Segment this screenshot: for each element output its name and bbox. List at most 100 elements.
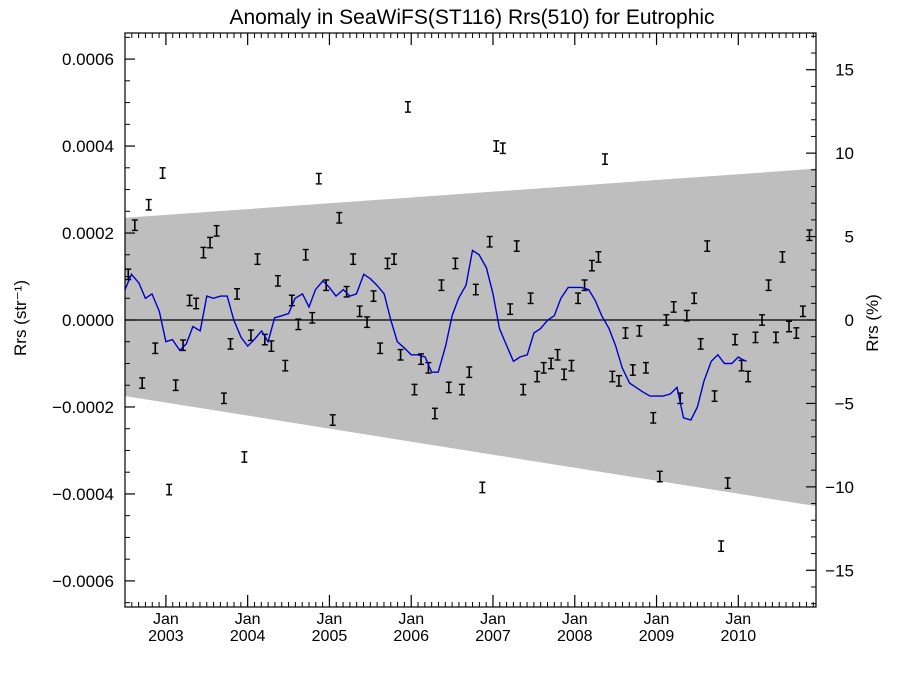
data-point [309, 311, 316, 324]
y-tick-label-right: −10 [825, 478, 854, 497]
y-tick-label-right: 15 [835, 61, 854, 80]
x-tick-label-year: 2005 [312, 628, 348, 645]
data-point [724, 477, 731, 489]
data-point [254, 253, 261, 266]
x-tick-label-month: Jan [235, 611, 261, 628]
y-tick-label-right: 0 [845, 311, 854, 330]
data-point [772, 331, 779, 344]
data-point [548, 357, 555, 370]
data-point [466, 366, 473, 379]
data-point [139, 377, 146, 389]
data-point [377, 342, 384, 355]
data-point [493, 140, 500, 152]
x-tick-label-year: 2007 [475, 628, 511, 645]
data-point [186, 294, 193, 307]
y-tick-label-left: 0.0002 [62, 224, 114, 243]
data-point [486, 235, 493, 248]
y-tick-label-right: −15 [825, 561, 854, 580]
y-axis-left-label: Rrs (str⁻¹) [11, 280, 30, 356]
data-point [404, 101, 411, 113]
data-point [336, 211, 343, 224]
x-tick-label-year: 2006 [393, 628, 429, 645]
y-tick-label-right: 5 [845, 228, 854, 247]
chart-title: Anomaly in SeaWiFS(ST116) Rrs(510) for E… [229, 6, 714, 29]
data-point [575, 292, 582, 305]
x-tick-label-month: Jan [725, 611, 751, 628]
data-point [752, 331, 759, 344]
data-point [193, 297, 200, 310]
data-point [343, 285, 350, 298]
data-point [152, 342, 159, 355]
data-point [391, 253, 398, 266]
data-point [691, 292, 698, 305]
data-point [125, 268, 132, 281]
data-point [411, 383, 418, 396]
data-point [431, 407, 438, 420]
data-point [166, 483, 173, 496]
data-point [220, 392, 227, 405]
data-point [200, 246, 207, 259]
data-point [615, 374, 622, 387]
data-point [554, 348, 561, 361]
data-point [642, 361, 649, 374]
data-point [704, 240, 711, 252]
x-tick-label-year: 2003 [148, 628, 184, 645]
data-point [656, 470, 663, 483]
data-point [274, 274, 281, 287]
data-point [622, 327, 629, 339]
data-point [799, 305, 806, 318]
x-tick-label-month: Jan [562, 611, 588, 628]
plot-area: 0.0006 0.0004 0.0002 0.0000 −0.0002 −0.0004 −0… [52, 32, 854, 645]
data-point [636, 324, 643, 337]
data-point [683, 309, 690, 322]
data-point [438, 279, 445, 292]
data-point [534, 370, 541, 383]
x-tick-label-year: 2010 [721, 628, 757, 645]
data-point [609, 370, 616, 383]
data-point [806, 229, 813, 242]
data-point [629, 364, 636, 376]
data-point [650, 411, 657, 424]
y-tick-label-right: −5 [835, 394, 854, 413]
data-point [452, 257, 459, 270]
x-tick-label-month: Jan [398, 611, 424, 628]
x-tick-label-year: 2004 [230, 628, 266, 645]
data-point [131, 219, 138, 232]
data-point [397, 348, 404, 361]
data-point [268, 340, 275, 353]
x-tick-label-year: 2009 [639, 628, 675, 645]
data-point [670, 301, 677, 313]
running-mean-line [124, 249, 747, 421]
data-point [241, 451, 248, 463]
data-point [329, 414, 336, 426]
y-tick-label-left: 0.0004 [62, 137, 114, 156]
data-point [793, 327, 800, 339]
data-point [507, 303, 514, 316]
data-point [561, 368, 568, 381]
data-point [520, 383, 527, 396]
data-point [302, 248, 309, 261]
x-tick-label-year: 2008 [557, 628, 593, 645]
data-point [499, 142, 506, 155]
y-tick-label-left: −0.0006 [52, 572, 114, 591]
data-point [356, 305, 363, 318]
y-tick-label-right: 10 [835, 144, 854, 163]
y-axis-right-label: Rrs (%) [863, 294, 882, 352]
data-point [350, 253, 357, 266]
data-point [595, 251, 602, 263]
data-point [145, 198, 152, 211]
data-point [663, 314, 670, 326]
data-point [527, 292, 534, 305]
x-tick-label-month: Jan [480, 611, 506, 628]
x-tick-label-month: Jan [317, 611, 343, 628]
data-point [602, 153, 609, 166]
data-point [568, 359, 575, 372]
data-point [745, 370, 752, 383]
data-point [295, 318, 302, 331]
x-tick-label-month: Jan [644, 611, 670, 628]
y-tick-label-left: −0.0004 [52, 485, 114, 504]
data-point [588, 259, 595, 272]
data-point [370, 290, 377, 303]
data-point [234, 287, 241, 300]
